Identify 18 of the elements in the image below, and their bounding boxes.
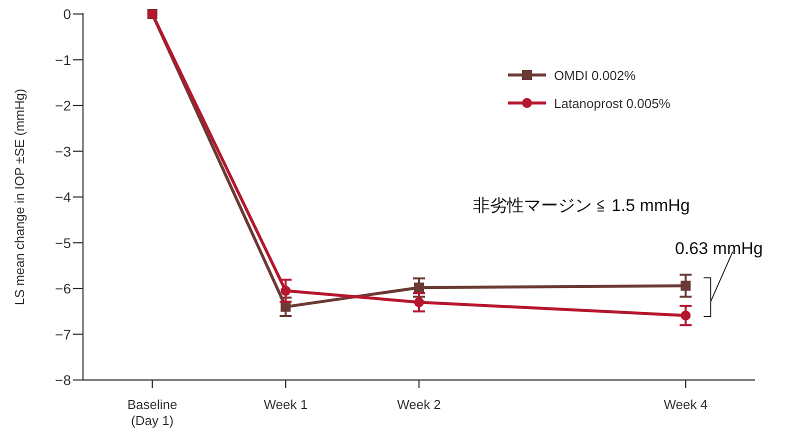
y-tick-label: −1	[55, 52, 72, 68]
annotation: 非劣性マージン ≦ 1.5 mmHg	[473, 196, 690, 215]
x-tick-label: Week 4	[664, 397, 708, 412]
y-tick-label: −2	[55, 98, 72, 114]
annotation: 0.63 mmHg	[675, 239, 763, 258]
y-tick-label: −5	[55, 234, 72, 251]
y-tick-label: −4	[55, 189, 72, 205]
y-tick-label: −8	[55, 372, 72, 388]
legend-label: Latanoprost 0.005%	[554, 96, 671, 111]
y-axis-title: LS mean change in IOP ±SE (mmHg)	[12, 88, 27, 306]
y-tick-label: 0	[63, 6, 72, 22]
x-tick-label: Week 2	[397, 397, 441, 412]
y-tick-label: −3	[55, 143, 72, 160]
legend-label: OMDI 0.002%	[554, 68, 636, 83]
y-tick-label: −7	[55, 326, 72, 342]
x-tick-label: Week 1	[264, 397, 308, 412]
y-tick-label: −6	[55, 280, 72, 296]
x-tick-label: Baseline (Day 1)	[127, 397, 178, 428]
